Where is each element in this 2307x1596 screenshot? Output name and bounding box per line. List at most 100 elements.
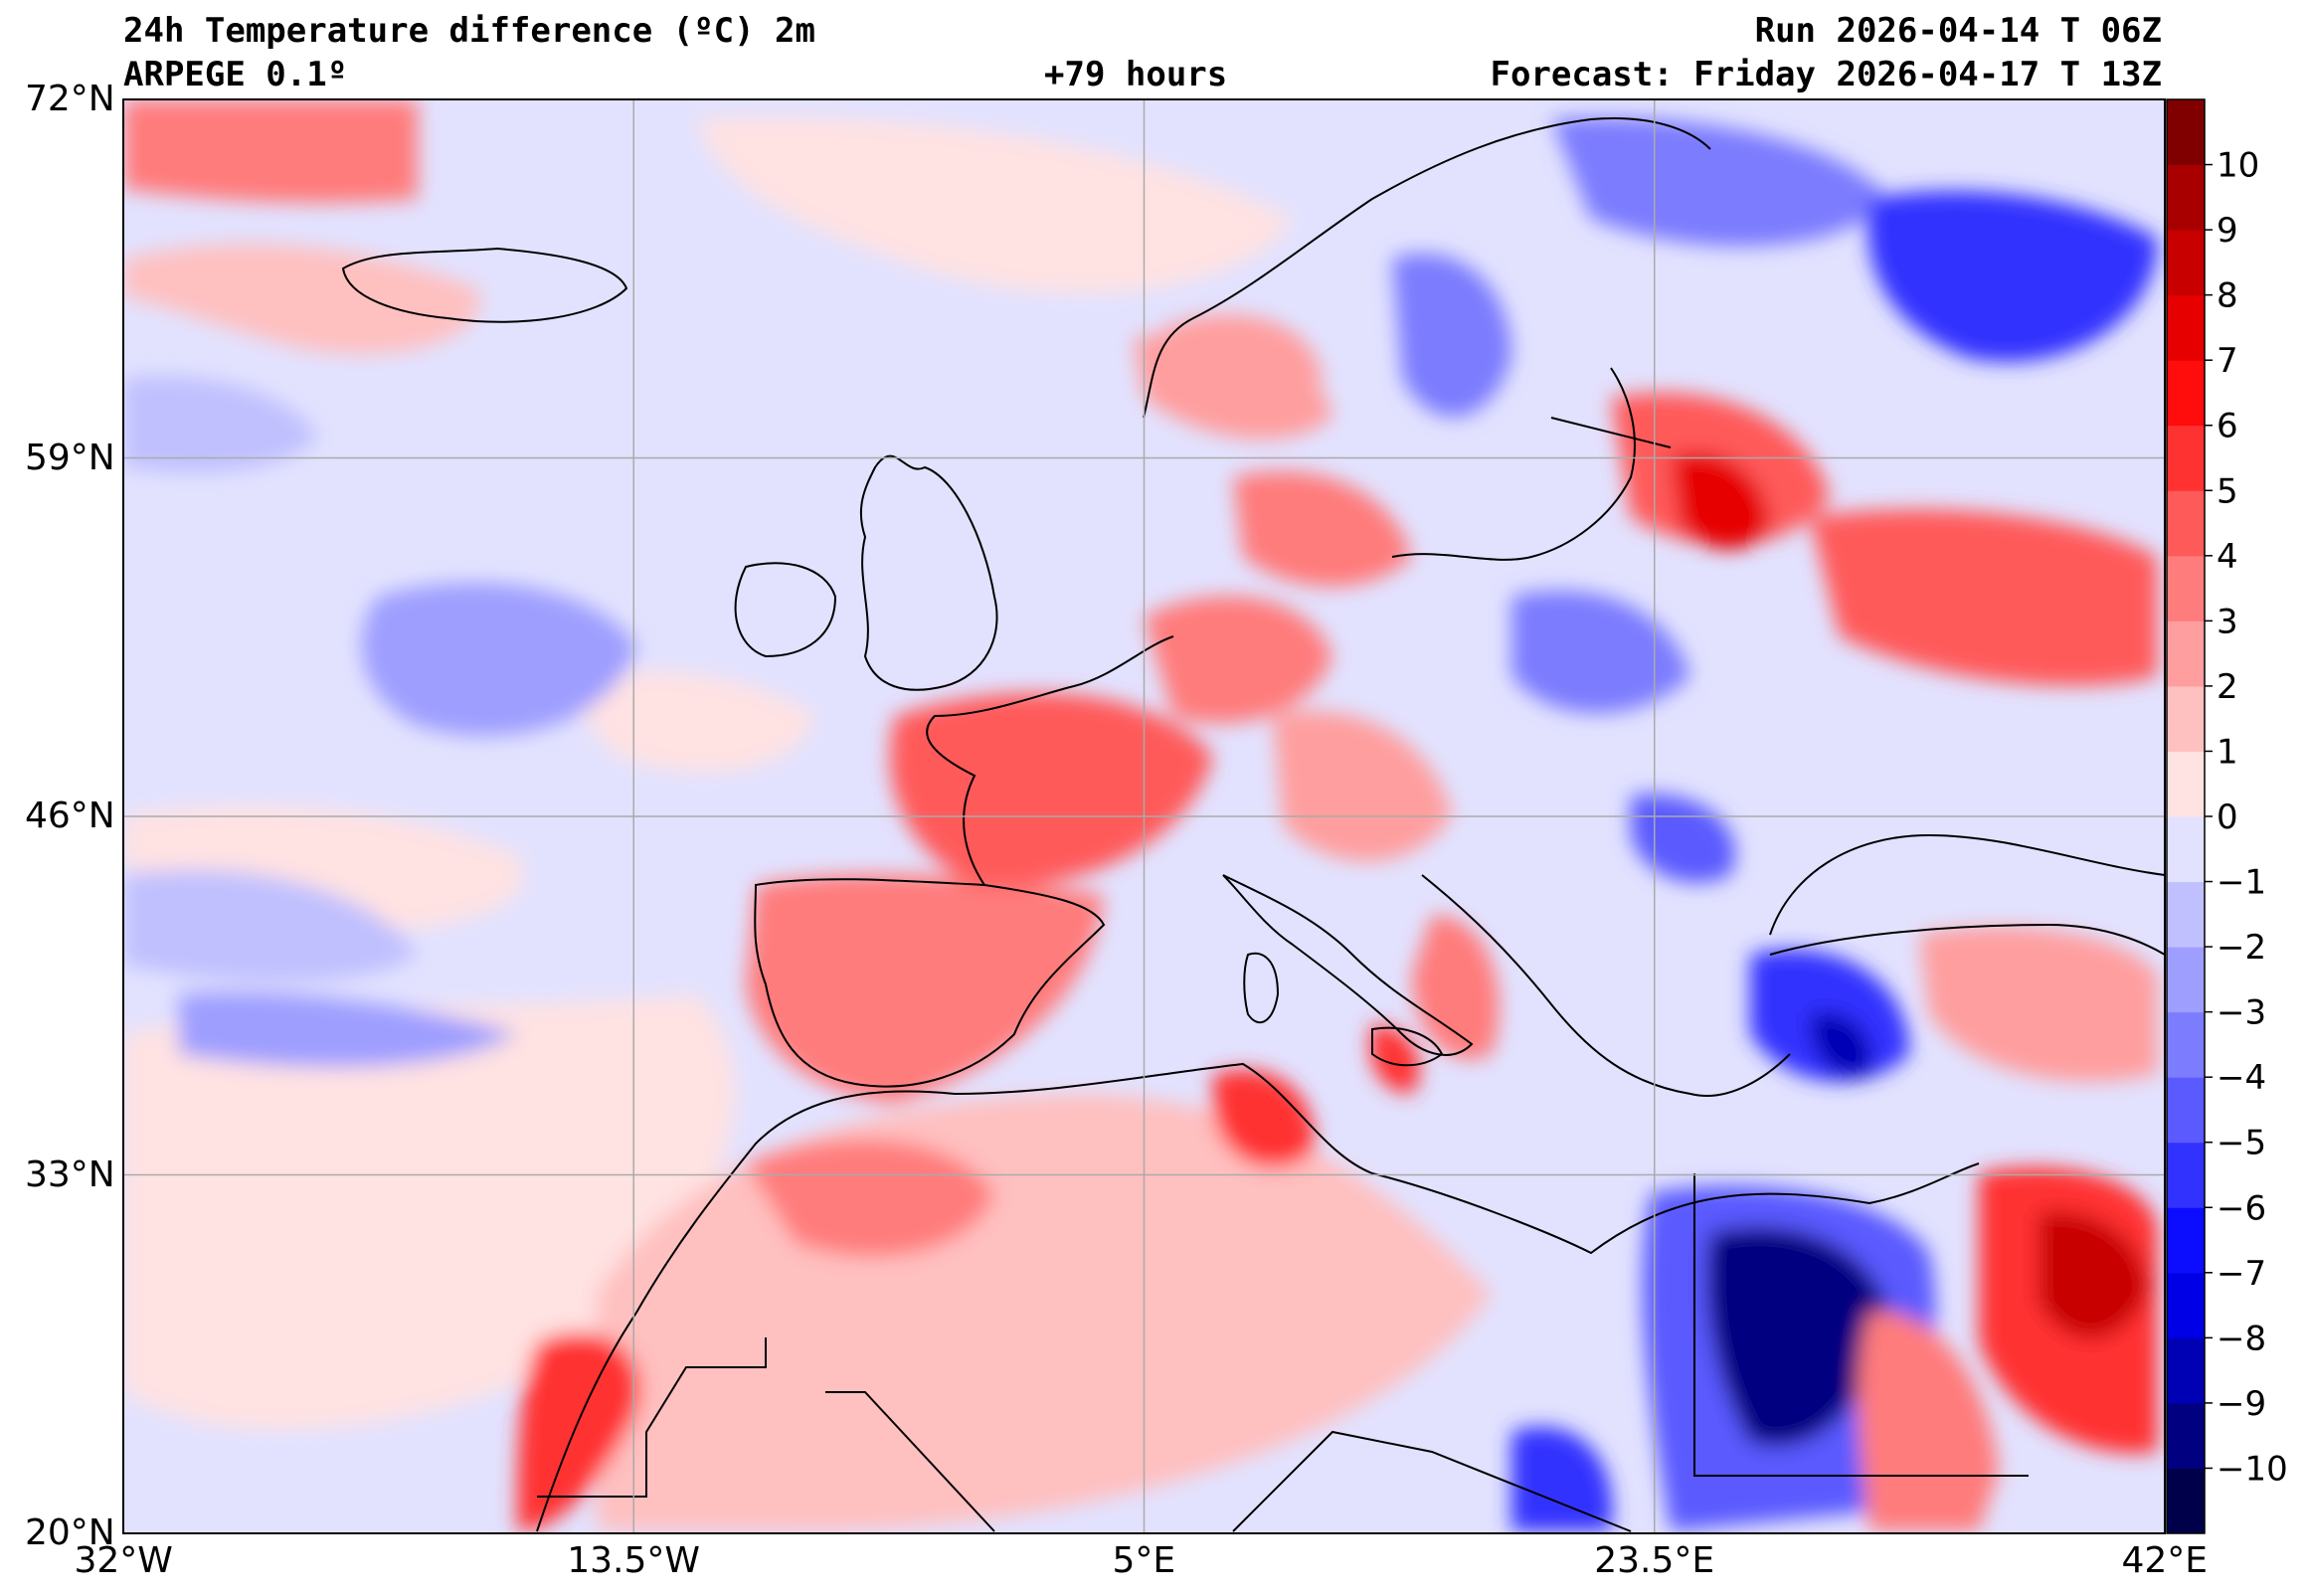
sahara-border bbox=[825, 1391, 995, 1532]
colorbar-tick-label: 1 bbox=[2217, 732, 2238, 772]
colorbar-tick-label: 6 bbox=[2217, 407, 2238, 446]
baltic-coast bbox=[1391, 367, 1636, 561]
warm-land bbox=[1671, 451, 1770, 550]
cool-patch bbox=[179, 992, 517, 1068]
warm-patch bbox=[123, 99, 418, 204]
longitude-tick-label: 5°E bbox=[1112, 1540, 1176, 1581]
egypt-border bbox=[1693, 1173, 2029, 1477]
colorbar-swatch bbox=[2167, 1011, 2205, 1078]
warm-land bbox=[889, 692, 1213, 887]
colorbar-tick-label: −5 bbox=[2217, 1124, 2266, 1163]
colorbar-tick-label: 5 bbox=[2217, 471, 2238, 511]
longitude-tick-label: 32°W bbox=[74, 1540, 173, 1581]
cool-patch bbox=[123, 376, 318, 473]
warm-land bbox=[1412, 915, 1500, 1060]
colorbar-swatch bbox=[2167, 1337, 2205, 1404]
france-coast bbox=[926, 635, 1174, 886]
longitude-tick-label: 13.5°W bbox=[567, 1540, 701, 1581]
warm-land bbox=[2039, 1211, 2148, 1339]
warm-land bbox=[1233, 470, 1412, 587]
sardinia-coast bbox=[1243, 952, 1280, 1024]
colorbar-tick-label: −4 bbox=[2217, 1058, 2266, 1098]
colorbar-swatch bbox=[2167, 555, 2205, 621]
gulf-finland-coast bbox=[1550, 417, 1672, 448]
forecast-label: Forecast: Friday 2026-04-17 T 13Z bbox=[1490, 55, 2162, 94]
latitude-tick-label: 46°N bbox=[25, 796, 115, 836]
colorbar-swatch bbox=[2167, 425, 2205, 491]
colorbar-swatch bbox=[2167, 685, 2205, 752]
cool-land bbox=[1551, 117, 1889, 247]
warm-land bbox=[746, 1140, 994, 1257]
colorbar-swatch bbox=[2167, 1272, 2205, 1338]
italy-coast bbox=[1222, 874, 1474, 1056]
turkey-coast bbox=[1769, 923, 2165, 956]
cool-patch bbox=[123, 869, 418, 982]
colorbar-tick-label: 8 bbox=[2217, 276, 2238, 316]
warm-land bbox=[1369, 1024, 1420, 1094]
colorbar-swatch bbox=[2167, 490, 2205, 557]
colorbar-tick-label: −1 bbox=[2217, 863, 2266, 903]
colorbar-tick-label: 7 bbox=[2217, 341, 2238, 381]
colorbar-tick-label: 2 bbox=[2217, 667, 2238, 707]
colorbar-tick-label: −7 bbox=[2217, 1254, 2266, 1294]
warm-land bbox=[1213, 1069, 1315, 1168]
morocco-border bbox=[537, 1337, 767, 1498]
colorbar-swatch bbox=[2167, 1207, 2205, 1274]
run-label: Run 2026-04-14 T 06Z bbox=[1754, 11, 2162, 51]
colorbar-swatch bbox=[2167, 947, 2205, 1013]
colorbar-swatch bbox=[2167, 99, 2205, 166]
longitude-tick-label: 42°E bbox=[2121, 1540, 2209, 1581]
colorbar-swatch bbox=[2167, 621, 2205, 687]
colorbar-tick-label: −10 bbox=[2217, 1449, 2288, 1489]
warm-land bbox=[517, 1331, 640, 1531]
map-title: 24h Temperature difference (ºC) 2m bbox=[123, 11, 815, 51]
colorbar-tick-label: 9 bbox=[2217, 211, 2238, 251]
lead-time-label: +79 hours bbox=[1044, 55, 1228, 94]
longitude-tick-label: 23.5°E bbox=[1594, 1540, 1715, 1581]
colorbar-tick-label: −2 bbox=[2217, 928, 2266, 968]
map-frame bbox=[122, 98, 2166, 1534]
colorbar-tick-label: −3 bbox=[2217, 993, 2266, 1033]
latitude-tick-label: 72°N bbox=[25, 79, 115, 119]
iceland-coast bbox=[341, 247, 628, 323]
colorbar-tick-label: 0 bbox=[2217, 798, 2238, 837]
colorbar-swatch bbox=[2167, 1402, 2205, 1469]
sicily-coast bbox=[1371, 1026, 1444, 1067]
colorbar-swatch bbox=[2167, 230, 2205, 296]
warm-patch bbox=[557, 671, 815, 773]
colorbar-swatch bbox=[2167, 816, 2205, 883]
colorbar-swatch bbox=[2167, 751, 2205, 817]
colorbar-swatch bbox=[2167, 360, 2205, 427]
iberia-coast bbox=[754, 878, 1106, 1088]
warm-land bbox=[1144, 596, 1332, 724]
warm-land bbox=[1163, 314, 1323, 410]
latitude-tick-label: 20°N bbox=[25, 1512, 115, 1553]
blacksea-coast bbox=[1769, 833, 2165, 936]
norway-coast bbox=[1143, 117, 1711, 419]
latitude-tick-label: 33°N bbox=[25, 1153, 115, 1195]
colorbar-swatch bbox=[2167, 881, 2205, 948]
coastlines bbox=[341, 117, 2165, 1532]
colorbar-swatch bbox=[2167, 164, 2205, 231]
cool-patch bbox=[361, 583, 636, 737]
graticule bbox=[123, 99, 2165, 1533]
cool-land bbox=[1511, 1426, 1613, 1531]
africa-coast bbox=[536, 1062, 1980, 1532]
model-label: ARPEGE 0.1º bbox=[123, 55, 348, 94]
colorbar-swatch bbox=[2167, 1077, 2205, 1144]
colorbar-swatch bbox=[2167, 1142, 2205, 1208]
latitude-tick-label: 59°N bbox=[25, 437, 115, 478]
cool-land bbox=[1810, 1012, 1871, 1077]
ireland-coast bbox=[734, 562, 837, 658]
cool-land bbox=[1706, 1226, 1889, 1447]
libya-border bbox=[1232, 1430, 1632, 1532]
colorbar-tick-label: 4 bbox=[2217, 537, 2238, 577]
warm-land bbox=[1810, 509, 2158, 686]
warm-land bbox=[1919, 927, 2158, 1082]
cool-land bbox=[1867, 191, 2158, 362]
colorbar-tick-label: −9 bbox=[2217, 1384, 2266, 1424]
colorbar-tick-label: 10 bbox=[2217, 146, 2259, 186]
colorbar-swatch bbox=[2167, 1468, 2205, 1534]
